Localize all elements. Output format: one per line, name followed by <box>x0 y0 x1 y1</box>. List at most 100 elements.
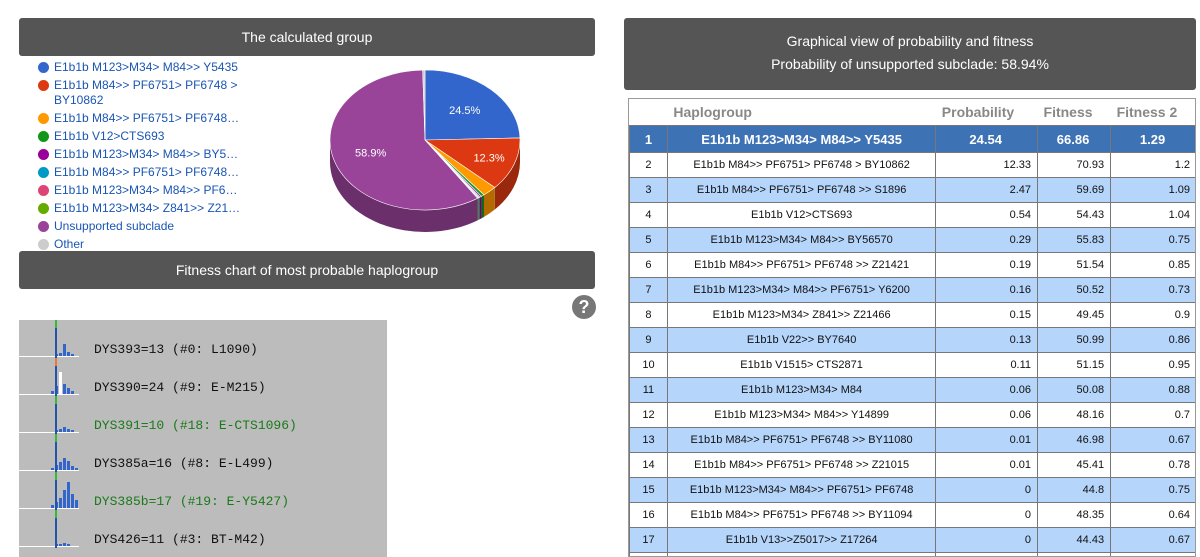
calculated-group-header: The calculated group <box>19 18 595 56</box>
legend-item[interactable]: E1b1b M84>> PF6751> PF6748… <box>38 163 254 181</box>
legend-item[interactable]: E1b1b M84>> PF6751> PF6748 > BY10862 <box>38 76 254 109</box>
haplogroup-cell: E1b1b V12>CTS693 <box>666 202 937 228</box>
fitness-baseline <box>19 432 79 433</box>
probability-cell: 0.11 <box>935 352 1039 378</box>
probability-cell: 0.06 <box>935 402 1039 428</box>
pie-slice[interactable] <box>424 69 521 141</box>
pie-slice[interactable] <box>424 137 521 188</box>
fitness2-cell: 0.7 <box>1110 402 1195 428</box>
legend-swatch <box>38 185 49 196</box>
legend-item[interactable]: E1b1b M123>M34> Z841>> Z21… <box>38 199 254 217</box>
fitness-marker-top <box>55 472 57 480</box>
table-row[interactable]: 9 E1b1b V22>> BY7640 0.13 50.99 0.86 <box>629 327 1195 353</box>
histogram-bar <box>71 354 74 356</box>
fitness2-cell: 0.73 <box>1110 277 1195 303</box>
fitness2-cell: 0.95 <box>1110 352 1195 378</box>
pie-slice[interactable] <box>422 69 426 141</box>
probability-cell: 0.19 <box>935 252 1039 278</box>
pie-slice[interactable] <box>329 69 479 211</box>
table-row[interactable]: 5 E1b1b M123>M34> M84>> BY56570 0.29 55.83 0… <box>629 227 1195 253</box>
haplogroup-cell: E1b1b M123>M34> M84>> Y5435 <box>666 125 937 153</box>
pie-slice-label: 24.5% <box>449 105 480 117</box>
fitness-row: DYS385a=16 (#8: E-L499) <box>19 434 387 472</box>
column-header[interactable] <box>629 99 668 126</box>
haplogroup-cell: E1b1b M84>> PF6751> PF6748 >> S1896 <box>666 177 937 203</box>
legend-item[interactable]: E1b1b M123>M34> M84>> BY5… <box>38 145 254 163</box>
table-row[interactable]: 13 E1b1b M84>> PF6751> PF6748 >> BY11080 0… <box>629 427 1195 453</box>
graphical-view-header: Graphical view of probability and fitnes… <box>624 18 1196 90</box>
row-rank: 2 <box>629 152 668 178</box>
pie-slice-side <box>478 197 480 220</box>
haplogroup-cell: E1b1b M84>> PF6751> PF6748 >> BY11094 <box>666 502 937 528</box>
pie-legend: E1b1b M123>M34> M84>> Y5435 E1b1b M84>> P… <box>38 58 254 253</box>
column-header[interactable]: Fitness <box>1037 99 1111 126</box>
table-row[interactable]: 7 E1b1b M123>M34> M84>> PF6751> Y6200 0.16… <box>629 277 1195 303</box>
haplogroup-cell: E1b1b M84>> PF6751> PF6748 >> Z21015 <box>666 452 937 478</box>
help-icon[interactable]: ? <box>572 295 596 319</box>
legend-item[interactable]: Unsupported subclade <box>38 217 254 235</box>
probability-cell: 12.33 <box>935 152 1039 178</box>
table-row[interactable]: 1 E1b1b M123>M34> M84>> Y5435 24.54 66.86 1.… <box>629 125 1195 153</box>
table-row[interactable]: 17 E1b1b V13>>Z5017>> Z17264 0 44.43 0.67 <box>629 527 1195 553</box>
fitness-row: DYS426=11 (#3: BT-M42) <box>19 510 387 548</box>
legend-item[interactable]: E1b1b M84>> PF6751> PF6748… <box>38 109 254 127</box>
fitness-cell: 51.54 <box>1037 252 1112 278</box>
table-row[interactable]: 8 E1b1b M123>M34> Z841>> Z21466 0.15 49.45 0… <box>629 302 1195 328</box>
fitness-row-label: DYS385a=16 (#8: E-L499) <box>94 456 274 471</box>
haplogroup-cell: E1b1b V13>>Z5017>> Z17264 <box>666 527 937 553</box>
table-row[interactable]: 3 E1b1b M84>> PF6751> PF6748 >> S1896 2.47… <box>629 177 1195 203</box>
fitness2-cell: 0.75 <box>1110 477 1195 503</box>
table-row[interactable]: 2 E1b1b M84>> PF6751> PF6748 > BY10862 12.… <box>629 152 1195 178</box>
fitness-cell: 50.52 <box>1037 277 1112 303</box>
column-header[interactable]: Probability <box>935 99 1038 126</box>
table-row[interactable]: 4 E1b1b V12>CTS693 0.54 54.43 1.04 <box>629 202 1195 228</box>
fitness2-cell: 0.67 <box>1110 527 1195 553</box>
histogram-bar <box>63 490 66 508</box>
fitness2-cell: 0.78 <box>1110 452 1195 478</box>
fitness2-cell: 0.86 <box>1110 327 1195 353</box>
table-row[interactable]: 15 E1b1b M123>M34> M84>> PF6751> PF6748 0 4… <box>629 477 1195 503</box>
row-rank: 16 <box>629 502 668 528</box>
calculated-group-title: The calculated group <box>241 29 373 45</box>
table-row[interactable]: 18E1b1b V13>>Z5017>> Z16988043.610.69 <box>629 552 1195 556</box>
legend-label: E1b1b V12>CTS693 <box>54 129 165 143</box>
fitness-histogram <box>47 402 75 432</box>
row-rank: 10 <box>629 352 668 378</box>
probability-cell: 0 <box>935 527 1039 553</box>
row-rank: 13 <box>629 427 668 453</box>
legend-item[interactable]: E1b1b V12>CTS693 <box>38 127 254 145</box>
legend-item[interactable]: E1b1b M123>M34> M84>> Y5435 <box>38 58 254 76</box>
legend-item[interactable]: E1b1b M123>M34> M84>> PF6… <box>38 181 254 199</box>
fitness-cell: 55.83 <box>1037 227 1112 253</box>
legend-swatch <box>38 221 49 232</box>
pie-slice-side <box>494 140 520 210</box>
table-row[interactable]: 16 E1b1b M84>> PF6751> PF6748 >> BY11094 0… <box>629 502 1195 528</box>
column-header[interactable]: Haplogroup <box>667 99 936 126</box>
table-row[interactable]: 10 E1b1b V1515> CTS2871 0.11 51.15 0.95 <box>629 352 1195 378</box>
table-row[interactable]: 12 E1b1b M123>M34> M84>> Y14899 0.06 48.16 0… <box>629 402 1195 428</box>
table-row[interactable]: 11 E1b1b M123>M34> M84 0.06 50.08 0.88 <box>629 377 1195 403</box>
table-row[interactable]: 14 E1b1b M84>> PF6751> PF6748 >> Z21015 0.… <box>629 452 1195 478</box>
fitness-marker-top <box>55 358 57 366</box>
pie-chart: 24.5% 12.3% 58.9% <box>329 69 521 232</box>
table-row[interactable]: 6 E1b1b M84>> PF6751> PF6748 >> Z21421 0.1… <box>629 252 1195 278</box>
fitness-cell: 50.08 <box>1037 377 1112 403</box>
pie-slice-label: 12.3% <box>473 153 504 165</box>
probability-cell: 0.16 <box>935 277 1039 303</box>
histogram-bar <box>59 353 62 356</box>
histogram-bar <box>71 494 74 508</box>
fitness-row-label: DYS390=24 (#9: E-M215) <box>94 380 266 395</box>
histogram-bar <box>63 458 66 470</box>
probability-cell: 0.54 <box>935 202 1039 228</box>
haplogroup-cell: E1b1b M84>> PF6751> PF6748 >> BY11080 <box>666 427 937 453</box>
histogram-bar <box>71 391 74 394</box>
fitness-histogram <box>47 516 75 546</box>
legend-item[interactable]: Other <box>38 235 254 253</box>
fitness-histogram <box>47 364 75 394</box>
pie-slice-side <box>480 196 482 220</box>
fitness-histogram <box>47 478 78 508</box>
histogram-bar <box>59 498 62 508</box>
column-header[interactable]: Fitness 2 <box>1110 99 1195 126</box>
histogram-bar <box>59 544 62 546</box>
